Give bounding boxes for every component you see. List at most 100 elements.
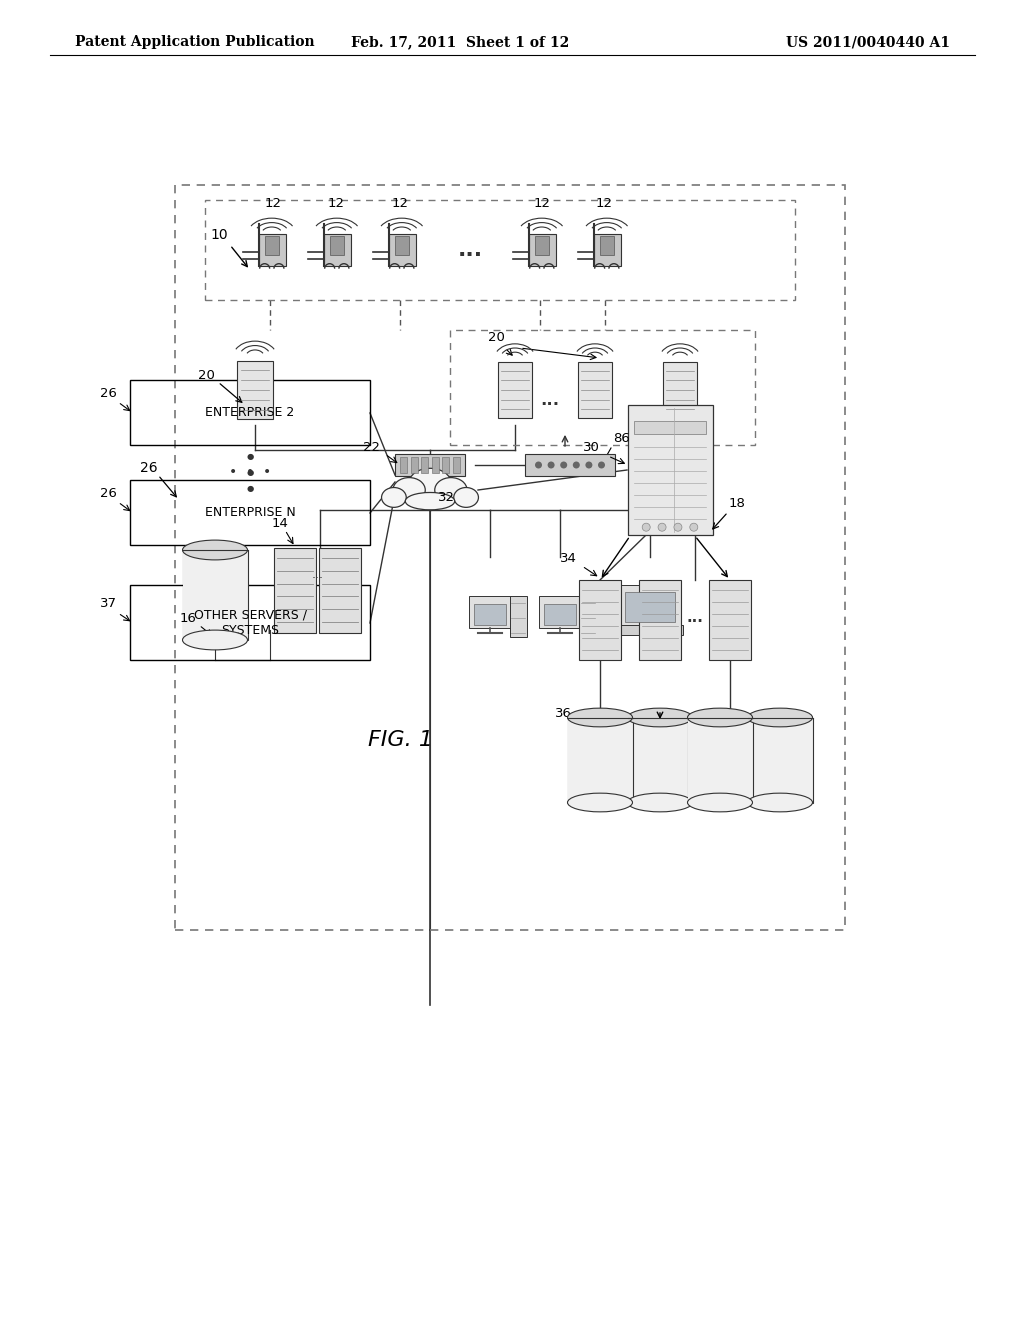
- Ellipse shape: [182, 630, 248, 649]
- Bar: [325, 234, 351, 267]
- Ellipse shape: [567, 708, 633, 727]
- Ellipse shape: [409, 469, 452, 499]
- Bar: [639, 579, 681, 660]
- Text: ...: ...: [312, 569, 324, 582]
- Bar: [264, 236, 279, 255]
- Text: 26: 26: [100, 487, 117, 500]
- Bar: [274, 548, 316, 632]
- Bar: [621, 585, 680, 626]
- Text: OTHER SERVERS /
SYSTEMS: OTHER SERVERS / SYSTEMS: [194, 609, 306, 638]
- Bar: [600, 236, 614, 255]
- Bar: [130, 380, 370, 445]
- Bar: [183, 550, 247, 639]
- Ellipse shape: [182, 540, 248, 560]
- Text: 20: 20: [198, 370, 215, 381]
- Text: FIG. 1: FIG. 1: [368, 730, 432, 750]
- Bar: [579, 579, 621, 660]
- Bar: [628, 405, 713, 535]
- Bar: [395, 454, 465, 477]
- Text: Feb. 17, 2011  Sheet 1 of 12: Feb. 17, 2011 Sheet 1 of 12: [351, 36, 569, 49]
- Text: 30: 30: [583, 441, 600, 454]
- Circle shape: [598, 462, 605, 469]
- Bar: [450, 330, 755, 445]
- Bar: [237, 360, 273, 420]
- Text: 12: 12: [265, 197, 282, 210]
- Text: 22: 22: [362, 441, 380, 454]
- Bar: [634, 421, 706, 433]
- Ellipse shape: [435, 478, 467, 503]
- Bar: [688, 718, 752, 801]
- Circle shape: [548, 462, 555, 469]
- Text: 20: 20: [488, 331, 505, 345]
- Bar: [453, 457, 460, 474]
- Ellipse shape: [748, 793, 812, 812]
- Circle shape: [535, 462, 542, 469]
- Ellipse shape: [687, 708, 753, 727]
- Bar: [535, 236, 549, 255]
- Bar: [442, 457, 450, 474]
- Ellipse shape: [393, 478, 425, 503]
- Ellipse shape: [567, 793, 633, 812]
- Bar: [748, 718, 812, 803]
- Text: 32: 32: [438, 491, 455, 504]
- Circle shape: [560, 462, 567, 469]
- Text: 12: 12: [596, 197, 613, 210]
- Bar: [330, 236, 344, 255]
- Bar: [709, 579, 751, 660]
- Ellipse shape: [406, 492, 455, 510]
- Text: ENTERPRISE N: ENTERPRISE N: [205, 507, 295, 520]
- Bar: [130, 585, 370, 660]
- Text: Patent Application Publication: Patent Application Publication: [75, 36, 314, 49]
- Circle shape: [674, 523, 682, 531]
- Text: 14: 14: [272, 517, 289, 531]
- Bar: [411, 457, 418, 474]
- Bar: [394, 236, 409, 255]
- Circle shape: [658, 523, 666, 531]
- Text: 86: 86: [613, 432, 630, 445]
- Bar: [617, 624, 683, 635]
- Bar: [469, 595, 511, 628]
- Text: 12: 12: [534, 197, 551, 210]
- Bar: [578, 363, 612, 417]
- Circle shape: [586, 462, 593, 469]
- Bar: [432, 457, 439, 474]
- Text: 37: 37: [100, 597, 117, 610]
- Bar: [182, 550, 248, 640]
- Text: ...: ...: [541, 391, 559, 409]
- Bar: [525, 454, 615, 477]
- Text: •  •  •: • • •: [229, 465, 271, 479]
- Bar: [474, 603, 506, 624]
- Bar: [421, 457, 428, 474]
- Text: 12: 12: [328, 197, 345, 210]
- Bar: [389, 234, 416, 267]
- Circle shape: [690, 523, 697, 531]
- Ellipse shape: [748, 708, 812, 727]
- Text: ...: ...: [686, 610, 703, 626]
- Bar: [510, 595, 526, 636]
- Circle shape: [572, 462, 580, 469]
- Text: ●
●
●: ● ● ●: [247, 451, 254, 492]
- Bar: [529, 234, 556, 267]
- Text: ENTERPRISE 2: ENTERPRISE 2: [206, 407, 295, 420]
- Ellipse shape: [454, 487, 478, 507]
- Ellipse shape: [628, 708, 692, 727]
- Text: 26: 26: [140, 461, 158, 475]
- Text: 34: 34: [560, 552, 577, 565]
- Bar: [498, 363, 532, 417]
- Bar: [581, 595, 597, 636]
- Bar: [628, 718, 692, 801]
- Bar: [567, 718, 633, 803]
- Text: 18: 18: [729, 498, 745, 510]
- Text: 12: 12: [392, 197, 409, 210]
- Bar: [544, 603, 577, 624]
- Bar: [175, 185, 845, 931]
- Bar: [625, 593, 675, 622]
- Ellipse shape: [382, 487, 407, 507]
- Bar: [687, 718, 753, 803]
- Ellipse shape: [687, 793, 753, 812]
- Text: 10: 10: [210, 228, 227, 242]
- Bar: [663, 363, 697, 417]
- Bar: [319, 548, 361, 632]
- Circle shape: [642, 523, 650, 531]
- Text: US 2011/0040440 A1: US 2011/0040440 A1: [786, 36, 950, 49]
